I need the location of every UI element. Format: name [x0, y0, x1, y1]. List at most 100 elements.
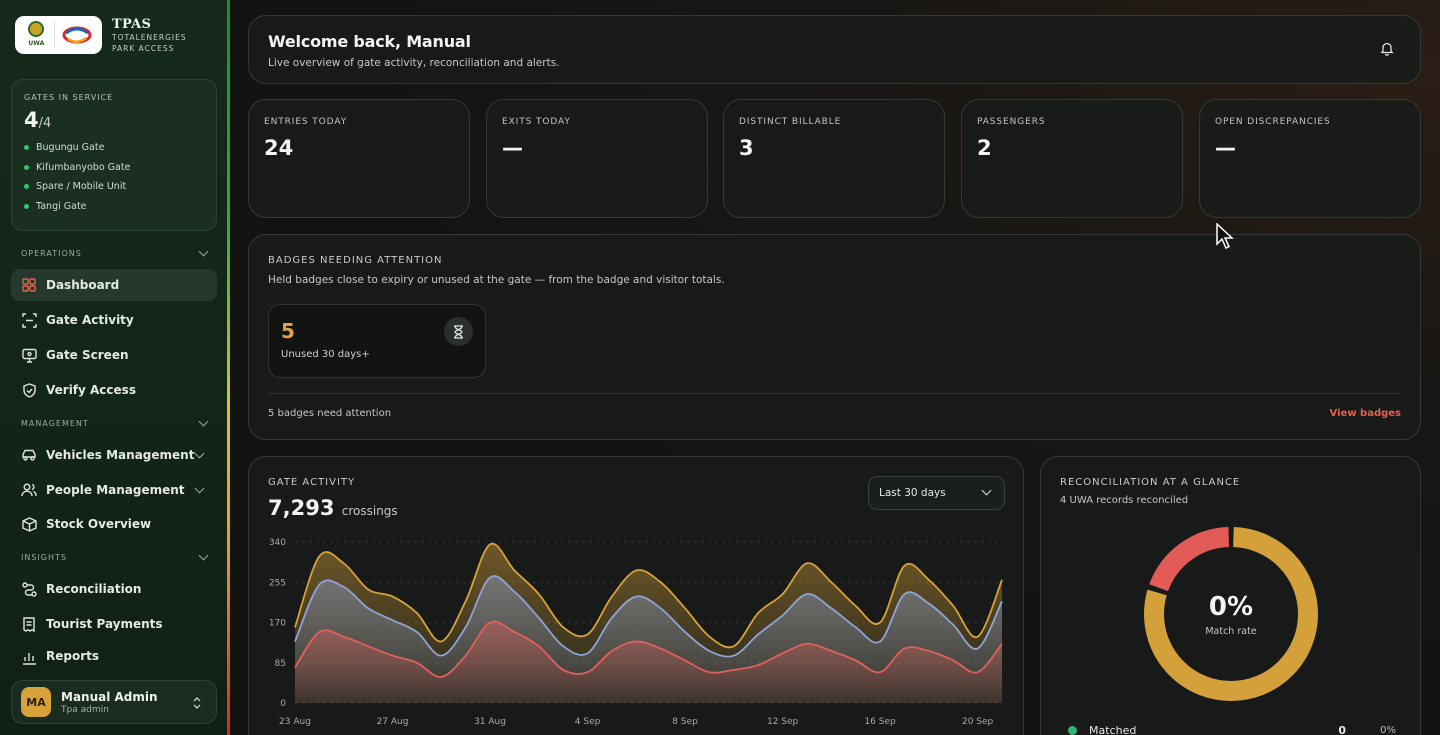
section-operations[interactable]: OPERATIONS — [21, 246, 209, 258]
sidebar-item-gate-activity[interactable]: Gate Activity — [11, 304, 217, 336]
brand-subtitle: TOTALENERGIES — [112, 32, 187, 42]
stat-passengers: PASSENGERS 2 — [961, 99, 1183, 218]
brand-subtitle-2: PARK ACCESS — [112, 43, 175, 53]
view-badges-link[interactable]: View badges — [1329, 408, 1401, 419]
date-range-select[interactable]: Last 30 days — [868, 476, 1005, 510]
sidebar-item-vehicles[interactable]: Vehicles Management — [11, 439, 217, 471]
totalenergies-logo-icon — [60, 23, 94, 47]
avatar: MA — [21, 687, 51, 717]
sidebar-item-dashboard[interactable]: Dashboard — [11, 269, 217, 301]
box-icon — [21, 516, 37, 532]
badge-caption: Unused 30 days+ — [281, 349, 370, 360]
stat-open-discrepancies: OPEN DISCREPANCIES — — [1199, 99, 1421, 218]
chevron-down-icon — [194, 448, 205, 458]
gates-label: GATES IN SERVICE — [24, 93, 114, 102]
page-subtitle: Live overview of gate activity, reconcil… — [268, 57, 560, 69]
status-dot-icon — [24, 164, 29, 170]
gate-activity-chart: 0 85 170 255 340 23 Aug 27 Aug 31 Aug 4 Sep 8 Sep… — [269, 538, 1003, 727]
series-line-0 — [294, 620, 1003, 678]
sidebar-accent-stripe — [227, 0, 230, 735]
gate-activity-panel: GATE ACTIVITY 7,293 crossings Last 30 da… — [248, 456, 1024, 735]
gate-item: Kifumbanyobo Gate — [24, 158, 204, 178]
crossings-total: 7,293 crossings — [268, 496, 398, 520]
section-management[interactable]: MANAGEMENT — [21, 416, 209, 428]
user-menu[interactable]: MA Manual Admin Tpa admin — [11, 680, 217, 724]
panel-title: RECONCILIATION AT A GLANCE — [1060, 477, 1241, 488]
y-tick-label: 340 — [269, 538, 286, 548]
gate-item: Tangi Gate — [24, 197, 204, 217]
sidebar-item-tourist-payments[interactable]: Tourist Payments — [11, 608, 217, 640]
x-tick-label: 12 Sep — [767, 717, 799, 727]
unused-badges-card[interactable]: 5 Unused 30 days+ — [268, 304, 486, 378]
x-tick-label: 31 Aug — [474, 717, 506, 727]
gate-item: Spare / Mobile Unit — [24, 177, 204, 197]
sidebar: UWA TPAS TOTALENERGIES PARK ACCESS GATES… — [0, 0, 227, 735]
x-tick-label: 23 Aug — [279, 717, 311, 727]
reconciliation-panel: RECONCILIATION AT A GLANCE 4 UWA records… — [1040, 456, 1421, 735]
status-dot-icon — [24, 184, 29, 190]
chevron-down-icon — [194, 483, 205, 493]
panel-title: BADGES NEEDING ATTENTION — [268, 255, 443, 266]
brand[interactable]: UWA TPAS TOTALENERGIES PARK ACCESS — [15, 16, 187, 54]
series-line-2 — [294, 542, 1003, 649]
x-tick-label: 4 Sep — [575, 717, 601, 727]
brand-logo: UWA — [15, 16, 102, 54]
gates-count: 4/4 — [24, 108, 52, 132]
scan-icon — [21, 312, 37, 328]
badges-attention-panel: BADGES NEEDING ATTENTION Held badges clo… — [248, 234, 1421, 440]
stat-distinct-billable: DISTINCT BILLABLE 3 — [723, 99, 945, 218]
match-rate-caption: Match rate — [1205, 625, 1257, 637]
series-area-0 — [295, 621, 1002, 703]
panel-description: Held badges close to expiry or unused at… — [268, 274, 725, 286]
y-tick-label: 85 — [275, 659, 286, 669]
user-role: Tpa admin — [61, 704, 109, 715]
match-rate-donut — [1144, 527, 1318, 701]
chevron-down-icon — [198, 550, 209, 561]
x-tick-label: 8 Sep — [672, 717, 698, 727]
legend-dot-icon — [1068, 726, 1077, 735]
sidebar-item-people[interactable]: People Management — [11, 474, 217, 506]
gates-in-service-card: GATES IN SERVICE 4/4 Bugungu Gate Kifumb… — [11, 79, 217, 231]
section-insights[interactable]: INSIGHTS — [21, 550, 209, 562]
shield-check-icon — [21, 382, 37, 398]
legend-row-matched: Matched 0 0% — [1068, 724, 1396, 735]
status-dot-icon — [24, 203, 29, 209]
gate-item: Bugungu Gate — [24, 138, 204, 158]
sidebar-item-stock[interactable]: Stock Overview — [11, 508, 217, 540]
hourglass-icon — [444, 317, 473, 346]
brand-title: TPAS — [112, 16, 152, 32]
sidebar-item-reports[interactable]: Reports — [11, 643, 217, 665]
divider — [268, 393, 1401, 394]
mouse-cursor-icon — [1216, 222, 1234, 253]
series-line-1 — [294, 575, 1003, 658]
donut-segment-pending — [1144, 527, 1318, 701]
sidebar-item-gate-screen[interactable]: Gate Screen — [11, 339, 217, 371]
badge-count: 5 — [281, 319, 295, 343]
x-tick-label: 16 Sep — [864, 717, 896, 727]
gate-list: Bugungu Gate Kifumbanyobo Gate Spare / M… — [24, 138, 204, 216]
panel-title: GATE ACTIVITY — [268, 477, 356, 488]
stat-entries-today: ENTRIES TODAY 24 — [248, 99, 470, 218]
chevron-down-icon — [198, 246, 209, 257]
stat-exits-today: EXITS TODAY — — [486, 99, 708, 218]
page-title: Welcome back, Manual — [268, 32, 471, 51]
y-tick-label: 255 — [269, 578, 286, 588]
route-icon — [21, 581, 37, 597]
chevrons-up-down-icon — [192, 695, 202, 714]
x-tick-label: 27 Aug — [377, 717, 409, 727]
chart-icon — [21, 649, 37, 665]
badges-footer-text: 5 badges need attention — [268, 408, 392, 419]
grid-icon — [21, 277, 37, 293]
sidebar-item-reconciliation[interactable]: Reconciliation — [11, 573, 217, 605]
panel-subtitle: 4 UWA records reconciled — [1060, 495, 1189, 506]
x-tick-label: 20 Sep — [962, 717, 994, 727]
sidebar-item-verify-access[interactable]: Verify Access — [11, 374, 217, 406]
users-icon — [21, 482, 37, 498]
match-rate-value: 0% — [1208, 591, 1254, 622]
monitor-icon — [21, 347, 37, 363]
uwa-logo-icon: UWA — [23, 20, 49, 50]
receipt-icon — [21, 616, 37, 632]
y-tick-label: 170 — [269, 619, 286, 629]
status-dot-icon — [24, 145, 29, 151]
bell-icon[interactable] — [1380, 41, 1394, 60]
